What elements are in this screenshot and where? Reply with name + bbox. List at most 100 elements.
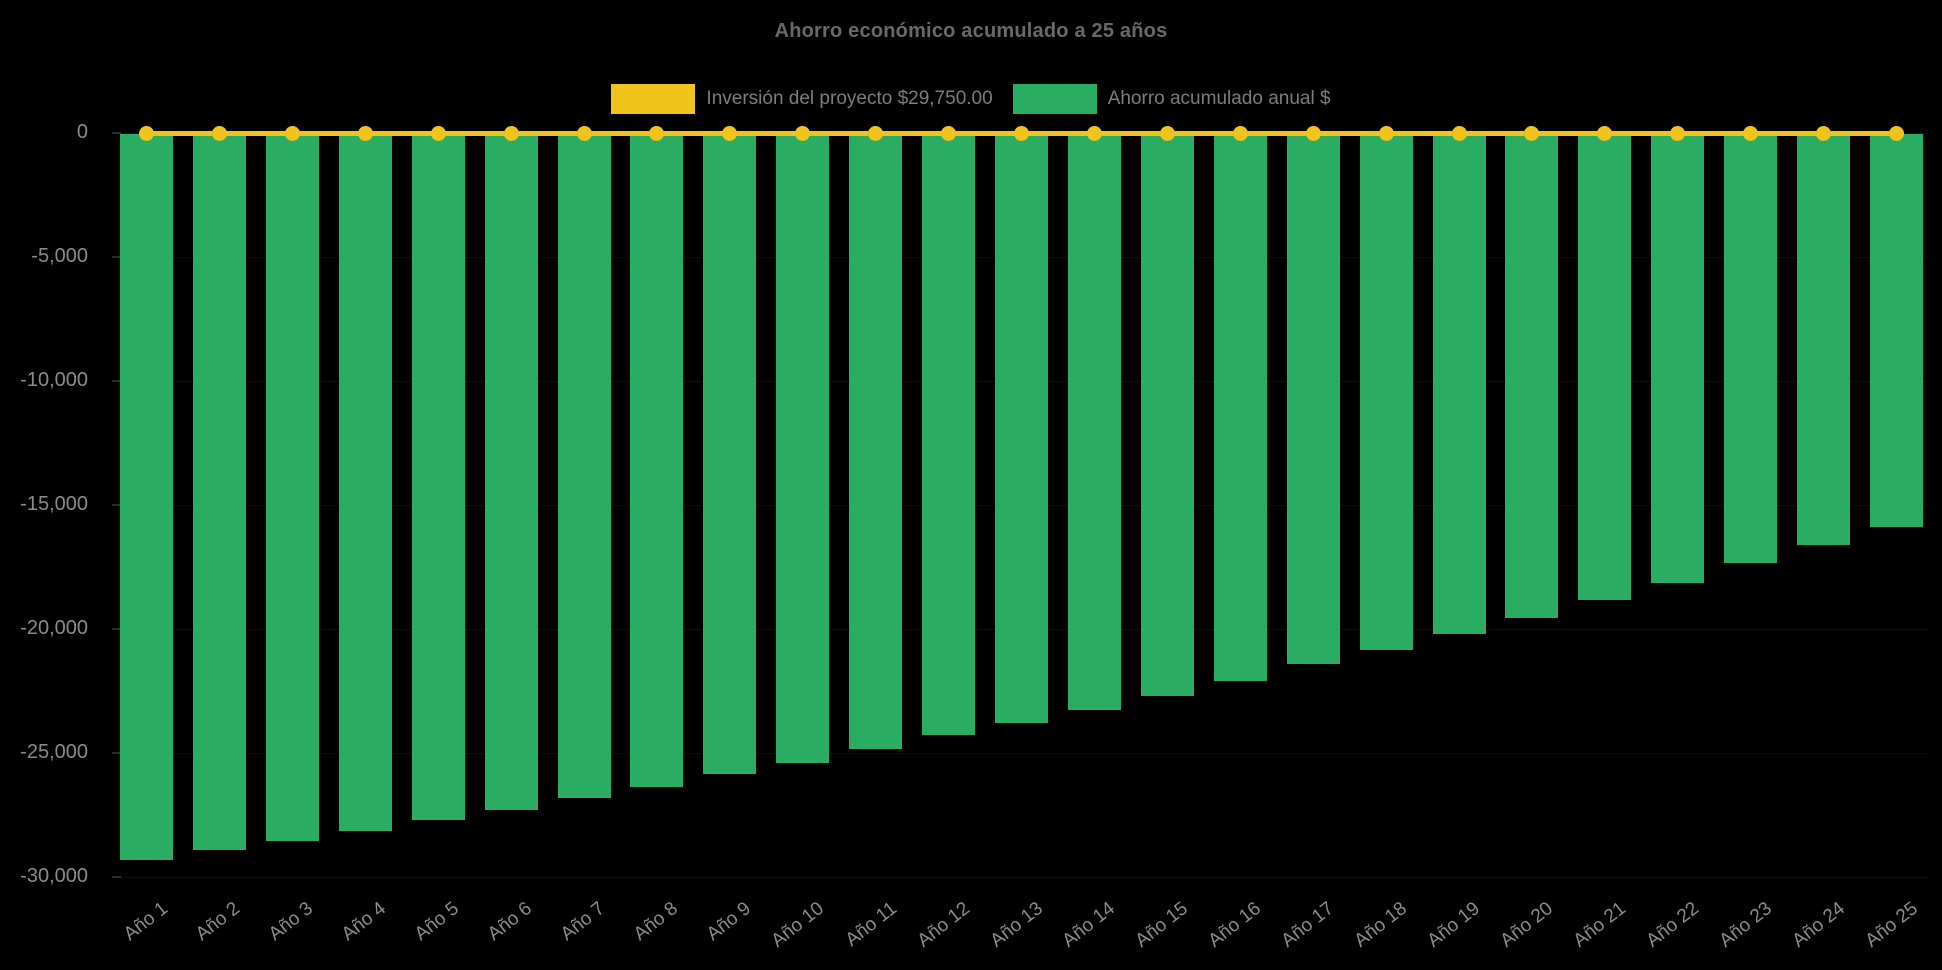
bar-año-15	[1140, 134, 1194, 696]
investment-line-point	[649, 125, 665, 141]
investment-line-point	[211, 125, 227, 141]
investment-line-point	[1014, 125, 1030, 141]
gridline	[110, 752, 1930, 754]
x-axis-label: Año 8	[629, 898, 682, 946]
investment-line-point	[139, 125, 154, 141]
legend-item-savings: Ahorro acumulado anual $	[1012, 84, 1331, 114]
bar-año-1	[120, 134, 173, 861]
investment-line-point	[1816, 125, 1832, 141]
y-axis-label: -30,000	[20, 865, 88, 887]
x-axis-label: Año 25	[1861, 898, 1922, 952]
bar-año-21	[1578, 134, 1632, 600]
investment-line-point	[1597, 125, 1613, 141]
y-axis-tick	[112, 380, 121, 382]
x-axis-label: Año 6	[483, 898, 537, 946]
y-axis-tick	[112, 752, 121, 754]
x-axis-label: Año 19	[1423, 898, 1484, 952]
x-axis-label: Año 9	[702, 898, 755, 946]
y-axis-label: -10,000	[20, 369, 88, 391]
investment-swatch-icon	[611, 84, 696, 114]
bar-año-12	[922, 134, 976, 735]
bar-año-25	[1870, 134, 1924, 528]
bar-año-20	[1505, 134, 1559, 618]
y-axis-tick	[112, 504, 121, 506]
x-axis-label: Año 1	[119, 898, 172, 946]
y-axis-tick	[112, 132, 121, 134]
investment-line-point	[576, 125, 592, 141]
y-axis-label: -20,000	[20, 617, 88, 639]
y-axis-label: -15,000	[20, 493, 88, 515]
bar-año-10	[776, 134, 830, 763]
bar-año-2	[192, 134, 246, 850]
x-axis-label: Año 15	[1131, 898, 1193, 952]
x-axis-label: Año 11	[841, 898, 901, 951]
investment-line-point	[503, 125, 519, 141]
y-axis-label: -5,000	[31, 245, 88, 267]
bar-año-3	[265, 134, 319, 842]
bar-año-7	[557, 134, 611, 798]
bar-año-16	[1213, 134, 1267, 682]
investment-line-point	[1743, 125, 1759, 141]
bar-año-18	[1359, 134, 1413, 651]
bar-año-19	[1432, 134, 1486, 634]
investment-line-point	[868, 125, 884, 141]
bar-año-4	[338, 134, 392, 831]
bar-año-24	[1797, 134, 1851, 545]
gridline	[110, 876, 1930, 878]
bar-año-5	[411, 134, 465, 820]
chart-title: Ahorro económico acumulado a 25 años	[774, 20, 1168, 42]
investment-line-point	[941, 125, 957, 141]
x-axis-label: Año 2	[192, 898, 245, 946]
x-axis-label: Año 24	[1788, 898, 1849, 952]
investment-line-point	[357, 125, 373, 141]
legend-label-investment: Inversión del proyecto $29,750.00	[706, 88, 993, 109]
investment-line-point	[722, 125, 738, 141]
x-axis-label: Año 20	[1496, 898, 1557, 952]
bar-año-11	[849, 134, 903, 750]
y-axis-label: -25,000	[20, 741, 88, 763]
bar-año-17	[1286, 134, 1340, 664]
x-axis-label: Año 17	[1277, 898, 1339, 952]
investment-line-point	[1159, 125, 1175, 141]
x-axis-label: Año 22	[1642, 898, 1703, 952]
chart-legend: Inversión del proyecto $29,750.00 Ahorro…	[0, 84, 1942, 114]
bar-año-22	[1651, 134, 1705, 583]
x-axis-label: Año 5	[411, 898, 464, 946]
x-axis-label: Año 4	[338, 898, 391, 946]
bar-año-23	[1724, 134, 1778, 564]
y-axis-tick	[112, 256, 121, 258]
investment-line-point	[430, 125, 446, 141]
investment-line-point	[1670, 125, 1686, 141]
investment-line-point	[1378, 125, 1394, 141]
x-axis-label: Año 12	[913, 898, 974, 952]
bar-año-14	[1067, 134, 1121, 711]
legend-label-savings: Ahorro acumulado anual $	[1107, 88, 1331, 109]
legend-item-investment: Inversión del proyecto $29,750.00	[611, 84, 993, 114]
x-axis-label: Año 3	[265, 898, 318, 946]
bar-año-8	[630, 134, 684, 787]
investment-line-point	[1086, 125, 1102, 141]
bar-año-13	[995, 134, 1049, 723]
investment-line-point	[284, 125, 300, 141]
investment-line-point	[1889, 125, 1905, 141]
investment-line-point	[1524, 125, 1540, 141]
savings-swatch-icon	[1012, 84, 1097, 114]
x-axis-label: Año 10	[767, 898, 828, 952]
investment-line-point	[1305, 125, 1321, 141]
x-axis-label: Año 7	[556, 898, 609, 946]
y-axis-label: 0	[76, 121, 88, 143]
x-axis-label: Año 13	[986, 898, 1047, 952]
x-axis-label: Año 14	[1058, 898, 1120, 952]
x-axis-label: Año 23	[1715, 898, 1776, 952]
y-axis-tick	[112, 628, 121, 630]
x-axis-label: Año 21	[1569, 898, 1630, 952]
bar-año-6	[484, 134, 538, 811]
y-axis-tick	[112, 876, 121, 878]
x-axis-label: Año 18	[1350, 898, 1412, 952]
investment-line-point	[1451, 125, 1467, 141]
x-axis-label: Año 16	[1204, 898, 1266, 952]
investment-line-point	[1232, 125, 1248, 141]
bar-año-9	[703, 134, 757, 775]
